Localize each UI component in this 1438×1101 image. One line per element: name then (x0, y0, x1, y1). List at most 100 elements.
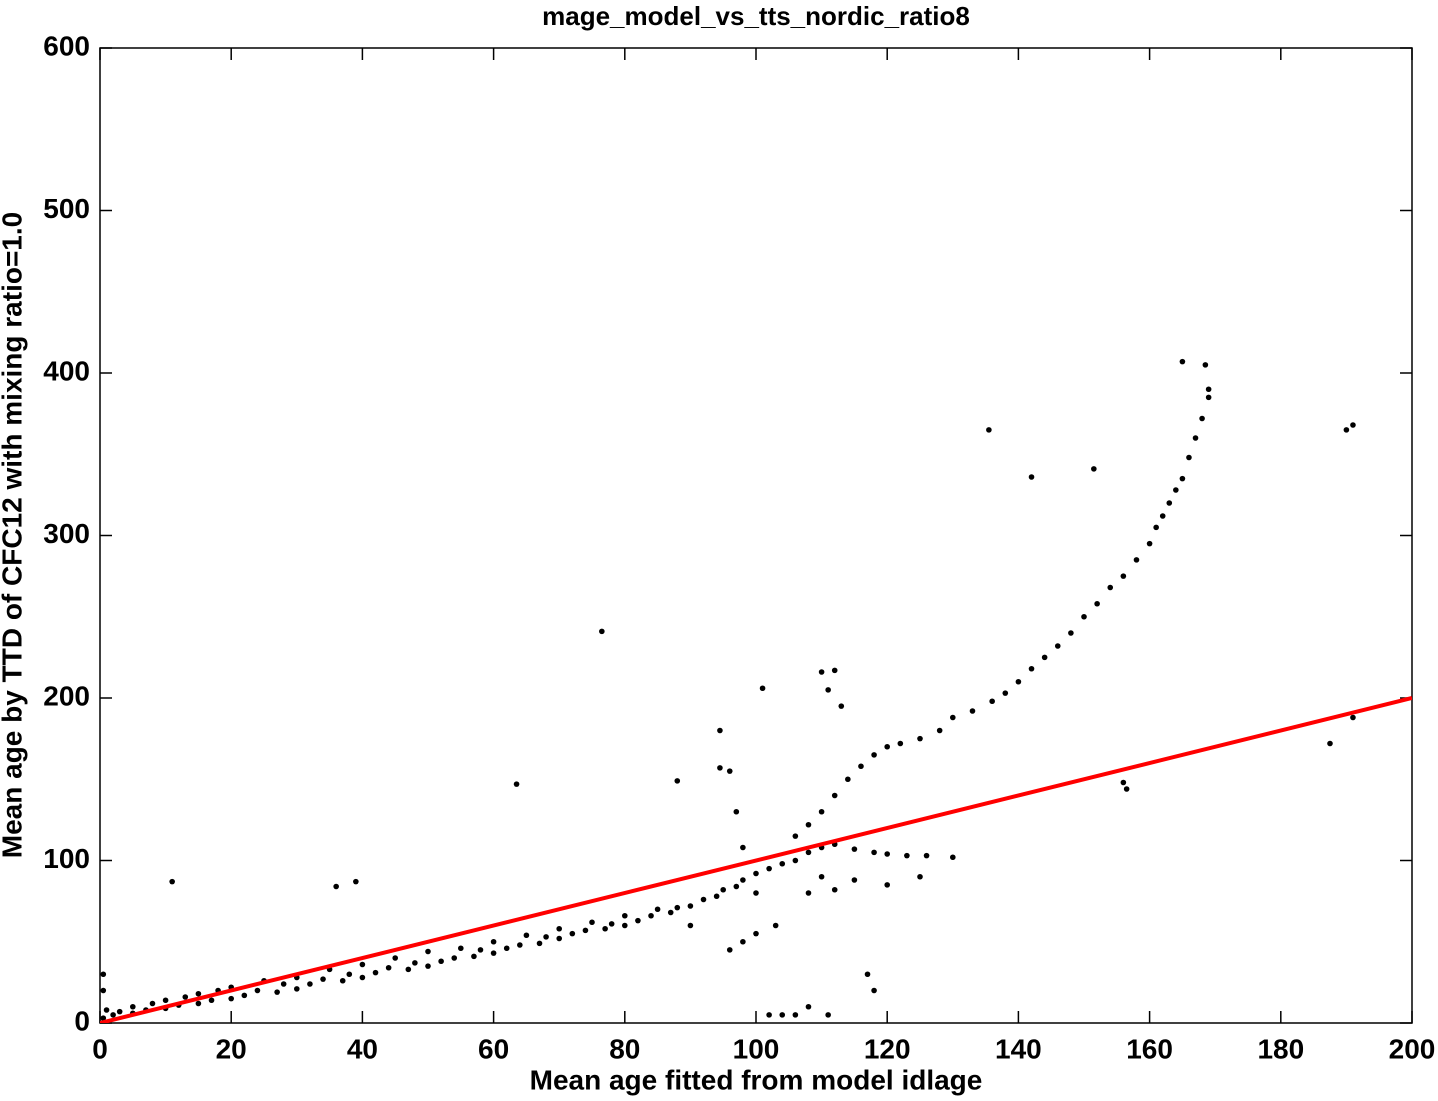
y-tick-label: 200 (43, 680, 90, 711)
point (359, 974, 366, 981)
x-tick-label: 160 (1126, 1033, 1173, 1064)
point (825, 1012, 831, 1018)
x-tick-label: 60 (478, 1033, 509, 1064)
point (1028, 474, 1035, 480)
point (320, 976, 326, 982)
point (471, 953, 477, 960)
point (162, 997, 169, 1004)
point (130, 1003, 136, 1010)
point (792, 1012, 799, 1018)
point (713, 893, 720, 900)
x-tick-label: 20 (216, 1033, 247, 1064)
point (569, 930, 576, 937)
point (1199, 415, 1205, 422)
point (490, 950, 497, 956)
point (1192, 435, 1199, 441)
point (733, 883, 740, 890)
point (582, 927, 589, 934)
point (1166, 500, 1173, 506)
point (871, 849, 877, 856)
point (1107, 584, 1114, 591)
point (490, 938, 497, 945)
point (602, 925, 608, 932)
chart-title: mage_model_vs_tts_nordic_ratio8 (542, 1, 970, 31)
point (884, 882, 890, 888)
point (950, 854, 956, 861)
point (1205, 394, 1212, 401)
point (241, 992, 248, 999)
point (372, 969, 379, 976)
point (100, 987, 107, 994)
point (917, 735, 923, 742)
point (871, 987, 877, 994)
point (280, 981, 287, 987)
point (884, 743, 890, 750)
point (818, 808, 825, 815)
point (1068, 630, 1074, 636)
point (451, 955, 458, 961)
point (1186, 454, 1192, 461)
point (818, 873, 825, 880)
point (733, 808, 740, 815)
point (1159, 513, 1166, 519)
point (674, 778, 681, 784)
point (503, 945, 510, 952)
point (936, 727, 943, 734)
point (805, 1003, 812, 1010)
point (195, 990, 202, 997)
x-tick-label: 140 (995, 1033, 1042, 1064)
point (169, 878, 175, 885)
point (228, 995, 234, 1002)
point (1081, 613, 1087, 620)
point (1153, 524, 1159, 531)
point (412, 960, 418, 966)
point (766, 1012, 772, 1018)
point (831, 886, 838, 893)
y-tick-label: 0 (74, 1005, 90, 1036)
point (753, 890, 759, 896)
x-tick-label: 200 (1389, 1033, 1436, 1064)
point (687, 903, 694, 909)
point (333, 883, 339, 890)
point (254, 987, 261, 994)
point (871, 752, 877, 758)
point (726, 768, 733, 774)
point (195, 1000, 202, 1007)
point (648, 912, 654, 919)
x-tick-label: 100 (733, 1033, 780, 1064)
point (717, 727, 723, 734)
point (805, 849, 812, 856)
point (818, 669, 825, 675)
point (1173, 487, 1179, 493)
y-tick-label: 600 (43, 30, 90, 61)
point (740, 844, 746, 851)
point (523, 932, 530, 939)
point (753, 870, 759, 877)
point (986, 427, 992, 433)
point (904, 852, 910, 859)
point (307, 981, 313, 987)
y-axis-label: Mean age by TTD of CFC12 with mixing rat… (0, 212, 27, 858)
point (438, 958, 444, 965)
point (740, 877, 746, 883)
point (851, 877, 858, 883)
point (425, 948, 431, 955)
point (103, 1007, 110, 1013)
point (700, 896, 707, 903)
point (635, 917, 641, 924)
point (923, 852, 930, 859)
x-tick-label: 120 (864, 1033, 911, 1064)
point (1091, 466, 1097, 472)
point (622, 912, 628, 919)
fit-line (100, 696, 1412, 1023)
point (425, 963, 431, 969)
point (759, 685, 766, 692)
point (536, 940, 543, 947)
point (385, 964, 392, 971)
point (831, 667, 838, 674)
point (1327, 740, 1333, 747)
point (851, 846, 858, 852)
point (740, 938, 746, 945)
point (864, 971, 871, 978)
point (543, 934, 549, 940)
